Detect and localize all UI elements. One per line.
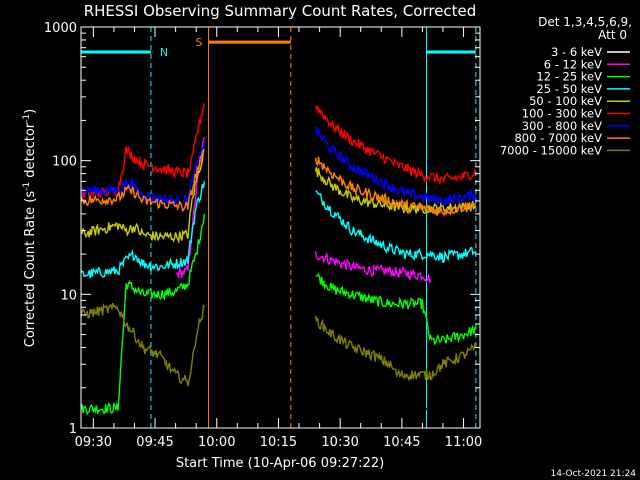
- y-axis-label-sup1: -1: [22, 182, 32, 191]
- legend-header-line1: Det 1,3,4,5,6,9,: [538, 15, 632, 29]
- series-line-segment: [80, 149, 205, 245]
- y-tick-label: 1000: [44, 21, 77, 36]
- series-line-segment: [80, 148, 205, 213]
- series-3: [80, 213, 477, 416]
- y-axis-label-mid: detector: [23, 122, 38, 182]
- x-tick-label: 09:45: [136, 435, 173, 450]
- x-tick-label: 10:00: [198, 435, 235, 450]
- y-axis: 1 10 100 1000: [44, 21, 480, 437]
- series-5: [80, 149, 477, 245]
- y-tick-label: 100: [52, 155, 77, 170]
- series-line-segment: [315, 190, 477, 264]
- series-line-segment: [314, 315, 477, 383]
- series-line-segment: [80, 213, 206, 416]
- x-tick-label: 10:15: [260, 435, 297, 450]
- x-tick-label: 09:30: [75, 435, 112, 450]
- legend-label: 800 - 7000 keV: [514, 131, 602, 145]
- series-line-segment: [314, 167, 477, 217]
- x-tick-label: 10:45: [383, 435, 420, 450]
- y-axis-label-end: ): [23, 109, 38, 114]
- series-line-segment: [314, 105, 477, 184]
- series-lines: [80, 97, 477, 418]
- legend-header-line2: Att 0: [598, 28, 627, 42]
- legend-label: 300 - 800 keV: [522, 119, 602, 133]
- legend-label: 3 - 6 keV: [551, 45, 602, 59]
- legend-label: 7000 - 15000 keV: [500, 143, 602, 157]
- legend-label: 12 - 25 keV: [536, 70, 602, 84]
- night-flag-label: N: [160, 46, 168, 59]
- chart-title: RHESSI Observing Summary Count Rates, Co…: [84, 2, 477, 20]
- y-axis-label: Corrected Count Rate (s-1 detector-1): [22, 109, 38, 347]
- y-tick-label: 1: [69, 422, 77, 437]
- series-8: [80, 148, 477, 218]
- y-axis-label-main: Corrected Count Rate (s: [23, 191, 38, 348]
- series-line-segment: [314, 251, 432, 283]
- x-axis: 09:30 09:45 10:00 10:15 10:30 10:45 11:00: [75, 27, 482, 450]
- series-line-segment: [314, 288, 432, 418]
- series-9: [80, 302, 477, 387]
- legend-label: 50 - 100 keV: [529, 94, 602, 108]
- y-tick-label: 10: [60, 288, 77, 303]
- series-line-segment: [80, 302, 205, 387]
- series-line-segment: [314, 125, 477, 206]
- y-axis-label-sup2: -1: [22, 114, 32, 123]
- legend-label: 25 - 50 keV: [536, 82, 602, 96]
- series-line-segment: [80, 181, 206, 279]
- x-axis-label: Start Time (10-Apr-06 09:27:22): [176, 456, 384, 471]
- series-line-segment: [315, 272, 477, 346]
- legend-label: 100 - 300 keV: [522, 107, 602, 121]
- saa-flag-label: S: [196, 36, 203, 49]
- footer-date: 14-Oct-2021 21:24: [551, 469, 637, 479]
- legend-label: 6 - 12 keV: [544, 57, 602, 71]
- x-tick-label: 11:00: [445, 435, 482, 450]
- plot-frame: [80, 26, 481, 429]
- x-tick-label: 10:30: [321, 435, 358, 450]
- series-line-segment: [314, 156, 477, 218]
- series-4: [80, 181, 477, 279]
